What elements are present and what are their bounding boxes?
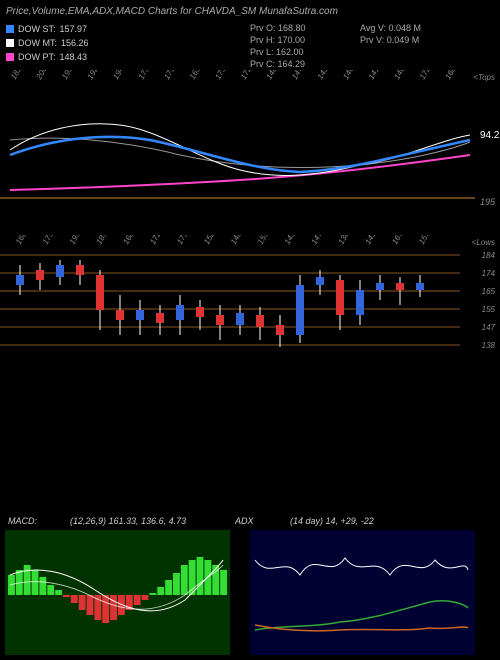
legend-mt: DOW MT: 156.26 [6, 36, 89, 50]
legend-st-label: DOW ST: [18, 22, 56, 36]
svg-text:141: 141 [367, 70, 381, 81]
candle-chart: 184 174 165 155 147 138 168 175 193 189 168 172 175 1… [0, 235, 500, 375]
svg-text:146: 146 [341, 70, 356, 81]
svg-text:143: 143 [316, 70, 331, 81]
svg-text:175: 175 [175, 235, 190, 246]
legend-pt: DOW PT: 148.43 [6, 50, 89, 64]
avgv: 0.048 M [389, 23, 422, 33]
svg-text:172: 172 [148, 235, 163, 246]
prev-ohlc: Prv O: 168.80 Prv H: 170.00 Prv L: 162.0… [250, 22, 306, 70]
svg-text:172: 172 [418, 70, 433, 81]
svg-text:189: 189 [95, 235, 110, 246]
legend-mt-value: 156.26 [61, 36, 89, 50]
prvv: 0.049 M [387, 35, 420, 45]
prev-c-label: Prv C: [250, 59, 275, 69]
adx-params: (14 day) 14, +29, -22 [290, 516, 374, 526]
svg-text:165: 165 [482, 287, 496, 296]
top-y-label: <Tops [473, 73, 495, 82]
svg-text:163: 163 [188, 70, 203, 81]
swatch-mt [6, 39, 14, 47]
svg-text:148: 148 [264, 70, 279, 81]
svg-text:147: 147 [310, 235, 325, 246]
indicator-labels: MACD: (12,26,9) 161.33, 136.6, 4.73 ADX … [0, 510, 500, 530]
legend-st-value: 157.97 [60, 22, 88, 36]
legend-pt-value: 148.43 [60, 50, 88, 64]
svg-text:174: 174 [482, 269, 496, 278]
svg-text:168: 168 [14, 235, 29, 246]
svg-text:152: 152 [202, 235, 217, 246]
svg-text:148: 148 [229, 235, 244, 246]
svg-text:192: 192 [86, 70, 101, 81]
svg-text:175: 175 [162, 70, 177, 81]
macd-label: MACD: [8, 516, 37, 526]
avg-vol: Avg V: 0.048 M Prv V: 0.049 M [360, 22, 421, 46]
svg-text:200: 200 [34, 70, 49, 82]
svg-text:181: 181 [9, 70, 23, 81]
svg-text:143: 143 [283, 235, 298, 246]
prev-l: 162.00 [276, 47, 304, 57]
adx-label: ADX [234, 516, 255, 526]
prev-c: 164.29 [278, 59, 306, 69]
last-price: 94.25 [480, 130, 500, 141]
avgv-label: Avg V: [360, 23, 386, 33]
svg-text:138: 138 [482, 341, 496, 350]
svg-text:193: 193 [68, 235, 83, 246]
prev-o: 168.80 [278, 23, 306, 33]
svg-text:168: 168 [443, 70, 458, 81]
prev-l-label: Prv L: [250, 47, 274, 57]
prev-h: 170.00 [278, 35, 306, 45]
svg-text:172: 172 [239, 70, 254, 81]
prev-h-label: Prv H: [250, 35, 275, 45]
svg-text:184: 184 [482, 251, 496, 260]
swatch-st [6, 25, 14, 33]
svg-text:147: 147 [482, 323, 496, 332]
right-tick: 195 [480, 197, 496, 207]
legend-block: DOW ST: 157.97 DOW MT: 156.26 DOW PT: 14… [6, 22, 89, 64]
svg-text:175: 175 [213, 70, 228, 81]
mid-y-label: <Lows [472, 238, 495, 247]
chart-title: Price,Volume,EMA,ADX,MACD Charts for CHA… [6, 6, 338, 17]
svg-text:141: 141 [363, 235, 377, 246]
svg-text:159: 159 [256, 235, 271, 246]
swatch-pt [6, 53, 14, 61]
svg-text:157: 157 [417, 235, 432, 246]
prev-o-label: Prv O: [250, 23, 276, 33]
svg-text:155: 155 [482, 305, 496, 314]
macd-panel [5, 530, 230, 655]
svg-text:194: 194 [111, 70, 126, 81]
svg-text:167: 167 [390, 235, 405, 246]
svg-text:138: 138 [336, 235, 351, 246]
svg-text:195: 195 [60, 70, 75, 81]
svg-text:147: 147 [290, 70, 305, 81]
legend-st: DOW ST: 157.97 [6, 22, 89, 36]
prvv-label: Prv V: [360, 35, 384, 45]
chart-container: Price,Volume,EMA,ADX,MACD Charts for CHA… [0, 0, 500, 660]
price-chart: 181 200 195 192 194 175 175 163 175 172 148 147 143 1… [0, 70, 500, 220]
macd-params: (12,26,9) 161.33, 136.6, 4.73 [70, 516, 186, 526]
adx-panel [250, 530, 475, 655]
svg-text:175: 175 [41, 235, 56, 246]
svg-text:175: 175 [137, 70, 152, 81]
svg-text:168: 168 [121, 235, 136, 246]
legend-pt-label: DOW PT: [18, 50, 56, 64]
svg-text:146: 146 [392, 70, 407, 81]
legend-mt-label: DOW MT: [18, 36, 57, 50]
